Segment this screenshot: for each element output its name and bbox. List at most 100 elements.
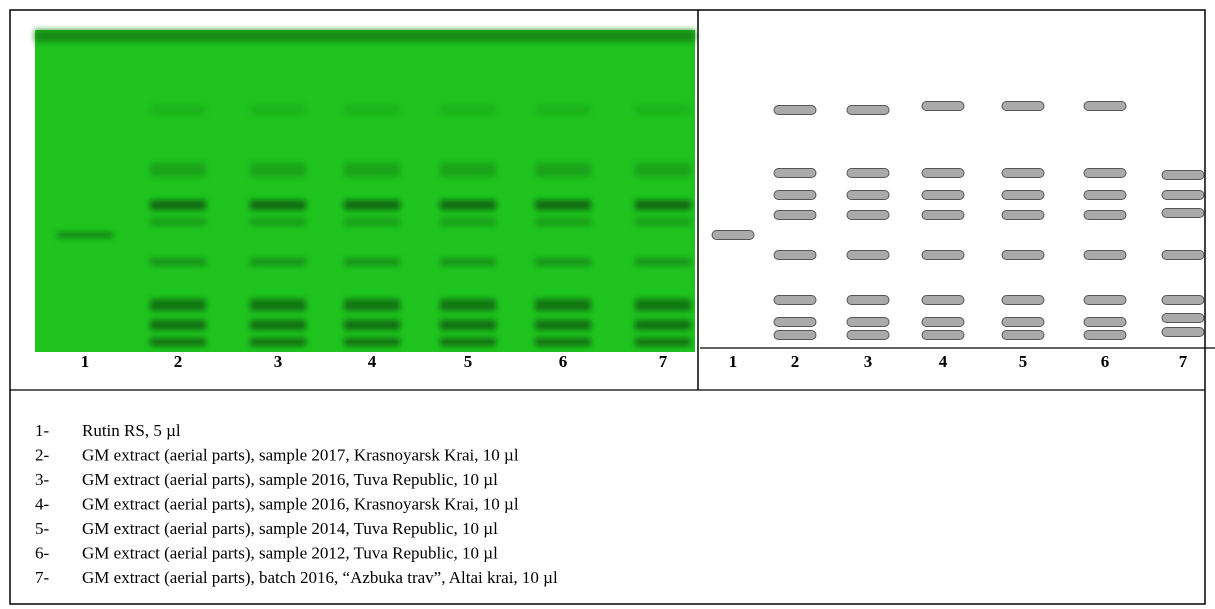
band [440,105,496,115]
band [344,200,400,210]
band [150,218,206,226]
legend-text: GM extract (aerial parts), sample 2016, … [82,470,498,489]
legend-text: GM extract (aerial parts), sample 2017, … [82,445,519,464]
legend-number: 4- [35,494,50,513]
band [440,200,496,210]
legend-number: 2- [35,445,50,464]
tlc-scheme [712,102,1204,340]
band [250,338,306,346]
lane-label: 4 [939,352,948,371]
band [535,163,591,177]
band [440,163,496,177]
band [150,200,206,210]
spot [1162,251,1204,260]
spot [922,211,964,220]
band [344,105,400,115]
lane-label: 7 [659,352,668,371]
band [535,320,591,330]
band [635,338,691,346]
band [150,338,206,346]
spot [774,296,816,305]
band [344,258,400,266]
band [57,232,113,238]
band [250,105,306,115]
spot [847,251,889,260]
band [250,299,306,311]
legend-number: 7- [35,568,50,587]
lane-label: 2 [791,352,800,371]
spot [1162,296,1204,305]
band [344,320,400,330]
spot [712,231,754,240]
legend-number: 5- [35,519,50,538]
spot [1084,102,1126,111]
band [440,218,496,226]
spot [1002,318,1044,327]
band [250,218,306,226]
labels: 123456712345671-Rutin RS, 5 µl2-GM extra… [35,352,1188,587]
spot [1002,102,1044,111]
band [150,105,206,115]
tlc-plate [35,30,695,352]
spot [922,102,964,111]
lane-label: 4 [368,352,377,371]
lane-label: 7 [1179,352,1188,371]
lane-label: 3 [864,352,873,371]
spot [1002,191,1044,200]
spot [847,211,889,220]
band [440,338,496,346]
lane-label: 2 [174,352,183,371]
band [535,200,591,210]
lane-label: 1 [729,352,738,371]
spot [1002,251,1044,260]
lane-label: 3 [274,352,283,371]
band [250,200,306,210]
spot [1002,331,1044,340]
band [344,338,400,346]
legend-text: Rutin RS, 5 µl [82,421,181,440]
band [535,299,591,311]
band [250,320,306,330]
spot [847,331,889,340]
band [635,218,691,226]
spot [1002,211,1044,220]
legend-text: GM extract (aerial parts), batch 2016, “… [82,568,558,587]
lane-label: 1 [81,352,90,371]
legend-text: GM extract (aerial parts), sample 2012, … [82,543,498,562]
spot [1084,331,1126,340]
spot [1084,296,1126,305]
spot [922,331,964,340]
band [250,163,306,177]
legend-text: GM extract (aerial parts), sample 2014, … [82,519,498,538]
band [635,258,691,266]
spot [774,211,816,220]
band [535,218,591,226]
spot [774,106,816,115]
spot [1162,209,1204,218]
spot [1002,169,1044,178]
band [535,338,591,346]
spot [847,169,889,178]
band [250,258,306,266]
spot [847,318,889,327]
band [635,105,691,115]
band [440,258,496,266]
lane-label: 6 [1101,352,1110,371]
band [344,163,400,177]
band [440,299,496,311]
spot [1084,211,1126,220]
spot [847,106,889,115]
band [440,320,496,330]
band [635,299,691,311]
legend-number: 3- [35,470,50,489]
plate-top-edge [35,30,695,42]
legend-text: GM extract (aerial parts), sample 2016, … [82,494,519,513]
figure: 123456712345671-Rutin RS, 5 µl2-GM extra… [0,0,1215,609]
spot [1162,171,1204,180]
legend-number: 1- [35,421,50,440]
band [344,218,400,226]
band [344,299,400,311]
spot [774,331,816,340]
spot [774,169,816,178]
band [535,258,591,266]
